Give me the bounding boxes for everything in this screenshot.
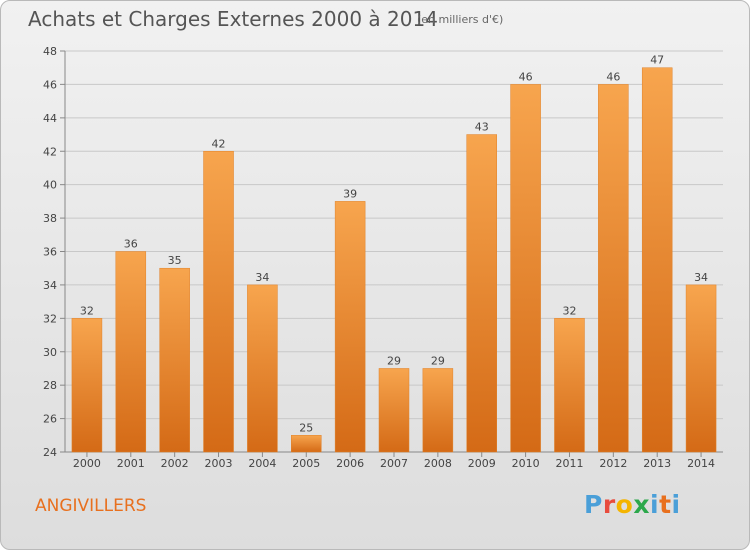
x-tick-label: 2003 <box>205 457 233 470</box>
x-tick-label: 2004 <box>248 457 276 470</box>
value-label: 29 <box>431 354 445 367</box>
bar <box>685 284 717 453</box>
x-tick-label: 2005 <box>292 457 320 470</box>
value-label: 47 <box>650 54 664 67</box>
bar <box>554 318 585 453</box>
bar <box>641 67 673 453</box>
y-tick-label: 38 <box>43 212 57 225</box>
commune-name: ANGIVILLERS <box>35 496 147 516</box>
bar <box>71 318 103 453</box>
logo-letter: x <box>633 490 650 519</box>
chart-title: Achats et Charges Externes 2000 à 2014 <box>28 7 438 31</box>
y-tick-label: 36 <box>43 246 57 259</box>
y-tick-label: 30 <box>43 346 57 359</box>
value-label: 34 <box>255 271 269 284</box>
value-label: 36 <box>124 238 138 251</box>
y-tick-label: 28 <box>43 379 57 392</box>
x-tick-label: 2008 <box>424 457 452 470</box>
value-labels: 32 36 35 42 34 25 39 29 29 43 46 32 46 47 34 <box>80 54 708 435</box>
y-tick-label: 44 <box>43 112 57 125</box>
y-tick-label: 34 <box>43 279 57 292</box>
value-label: 46 <box>606 70 620 83</box>
bar <box>378 368 410 453</box>
value-label: 25 <box>299 421 313 434</box>
proxiti-logo: Proxiti <box>584 490 681 519</box>
bar <box>510 84 541 453</box>
logo-letter: i <box>671 490 681 519</box>
y-tick-label: 48 <box>43 45 57 58</box>
y-tick-label: 32 <box>43 312 57 325</box>
bar <box>422 368 454 453</box>
x-tick-label: 2007 <box>380 457 408 470</box>
bar <box>291 435 322 453</box>
logo-letter: r <box>602 490 616 519</box>
axes: 24 26 28 30 32 34 36 38 40 42 44 46 48 2000 2001 2002 20… <box>43 45 723 470</box>
x-tick-label: 2011 <box>555 457 583 470</box>
value-label: 29 <box>387 354 401 367</box>
bar <box>598 84 629 453</box>
y-tick-label: 46 <box>43 78 57 91</box>
x-tick-label: 2014 <box>687 457 715 470</box>
x-tick-label: 2013 <box>643 457 671 470</box>
bar <box>159 267 190 453</box>
y-tick-label: 24 <box>43 446 57 459</box>
y-tick-label: 42 <box>43 145 57 158</box>
value-label: 32 <box>80 304 94 317</box>
value-label: 32 <box>562 304 576 317</box>
value-label: 46 <box>519 70 533 83</box>
y-tick-label: 40 <box>43 179 57 192</box>
bar <box>115 251 147 453</box>
value-label: 42 <box>212 137 226 150</box>
value-label: 39 <box>343 187 357 200</box>
logo-letter: P <box>584 490 603 519</box>
logo-letter: i <box>650 490 660 519</box>
logo-letter: t <box>659 490 672 519</box>
y-tick-label: 26 <box>43 413 57 426</box>
x-tick-label: 2009 <box>468 457 496 470</box>
x-tick-label: 2000 <box>73 457 101 470</box>
x-tick-label: 2002 <box>161 457 189 470</box>
bar <box>203 151 234 453</box>
value-label: 34 <box>694 271 708 284</box>
bars <box>71 67 717 453</box>
x-tick-label: 2006 <box>336 457 364 470</box>
x-tick-label: 2012 <box>599 457 627 470</box>
bar <box>466 134 497 453</box>
x-tick-label: 2010 <box>512 457 540 470</box>
logo-letter: o <box>615 490 634 519</box>
x-tick-label: 2001 <box>117 457 145 470</box>
value-label: 35 <box>168 254 182 267</box>
bar <box>334 201 366 453</box>
bar <box>247 284 278 453</box>
chart-subtitle: (en milliers d'€) <box>417 13 504 26</box>
value-label: 43 <box>475 121 489 134</box>
